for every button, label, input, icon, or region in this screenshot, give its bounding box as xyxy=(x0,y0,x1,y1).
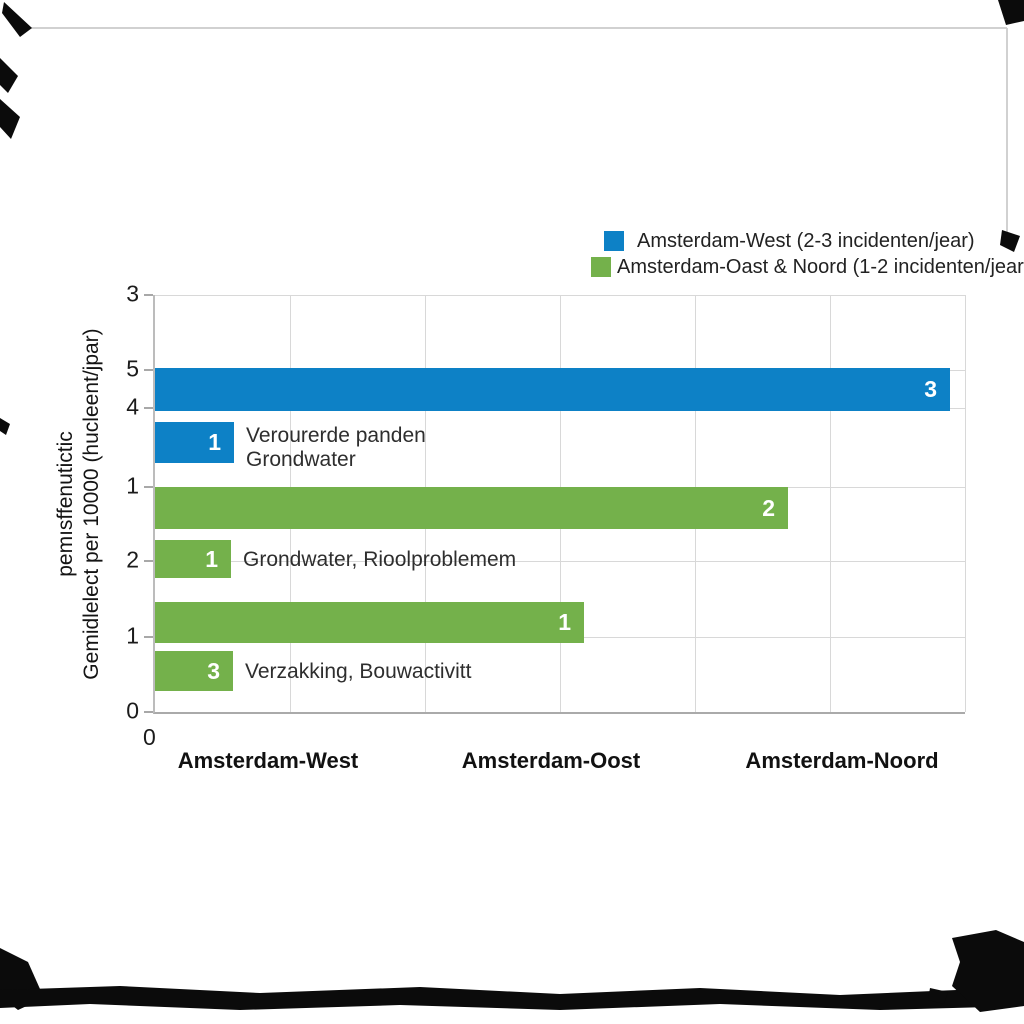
bar-annotation: Verzakking, Bouwactivitt xyxy=(245,660,471,684)
x-category-label: Amsterdam-Noord xyxy=(745,748,939,773)
y-axis-tickmark xyxy=(144,486,153,488)
x-category-label: Amsterdam-West xyxy=(177,748,359,773)
x-category-label: Amsterdam-Oost xyxy=(461,748,641,773)
plot-area: 3 1 Verourerde panden Grondwater 2 1 Grondwate… xyxy=(144,294,966,714)
bar-green: 1 xyxy=(155,540,231,578)
artifact-top-right-wedge xyxy=(998,0,1024,25)
artifact-left-mark-2 xyxy=(0,99,20,139)
y-axis-tickmark xyxy=(144,636,153,638)
bar-annotation-line: Verzakking, Bouwactivitt xyxy=(245,660,472,683)
artifact-top-left-wedge xyxy=(2,2,32,37)
bar-value-label: 1 xyxy=(558,609,571,635)
y-axis-tickmark xyxy=(144,294,153,296)
gridline-vertical xyxy=(830,295,831,712)
y-tick-label: 1 xyxy=(126,472,139,499)
y-tick-label: 2 xyxy=(126,546,139,573)
y-axis-title-line1: pemısffenutictic xyxy=(54,431,77,577)
y-tick-label: 1 xyxy=(126,622,139,649)
bar-value-label: 1 xyxy=(205,545,218,572)
artifact-bottom-right-satellite xyxy=(928,988,948,1004)
artifact-right-mark xyxy=(1000,230,1020,252)
y-axis-tickmark xyxy=(144,560,153,562)
y-tick-label: 5 xyxy=(126,355,139,382)
y-tick-label: 4 xyxy=(126,393,139,420)
bar-annotation-line: Verourerde panden xyxy=(246,424,426,447)
bar-green: 3 xyxy=(155,651,233,691)
artifact-left-mark-3 xyxy=(0,418,10,435)
bar-green: 1 xyxy=(155,602,584,643)
y-tick-label: 0 xyxy=(126,697,139,724)
y-axis-tickmark xyxy=(144,369,153,371)
bar-value-label: 2 xyxy=(762,494,775,521)
x-origin-label: 0 xyxy=(143,724,156,750)
legend-item: Amsterdam-West (2-3 incidenten/jear) xyxy=(604,231,975,251)
bar-value-label: 1 xyxy=(208,429,221,455)
bar-annotation-line: Grondwater xyxy=(246,448,356,471)
top-frame-line xyxy=(30,27,1007,29)
bar-green: 2 xyxy=(155,487,788,529)
bar-blue: 1 xyxy=(155,422,234,463)
gridline-vertical xyxy=(965,295,966,712)
artifact-bottom-bar xyxy=(0,986,1024,1010)
artifact-bottom-left-blob xyxy=(0,948,44,1010)
artifact-bottom-right-blob xyxy=(952,930,1024,1012)
y-axis-tickmark xyxy=(144,711,153,713)
legend-label: Amsterdam-Oast & Noord (1-2 incidenten/j… xyxy=(617,256,1024,278)
bar-annotation: Grondwater, Rioolproblemem xyxy=(243,548,516,572)
bar-annotation: Verourerde panden Grondwater xyxy=(246,424,426,472)
bar-value-label: 3 xyxy=(207,657,220,684)
legend-swatch-green xyxy=(591,257,611,277)
legend-label: Amsterdam-West (2-3 incidenten/jear) xyxy=(637,230,975,252)
legend-swatch-blue xyxy=(604,231,624,251)
right-frame-line xyxy=(1006,28,1008,232)
bar-blue: 3 xyxy=(155,368,950,411)
legend-item: Amsterdam-Oast & Noord (1-2 incidenten/j… xyxy=(591,257,1024,277)
y-axis-tickmark xyxy=(144,407,153,409)
bar-value-label: 3 xyxy=(924,376,937,402)
bar-annotation-line: Grondwater, Rioolproblemem xyxy=(243,548,517,571)
y-tick-label: 3 xyxy=(126,280,139,307)
artifact-left-mark-1 xyxy=(0,58,18,93)
